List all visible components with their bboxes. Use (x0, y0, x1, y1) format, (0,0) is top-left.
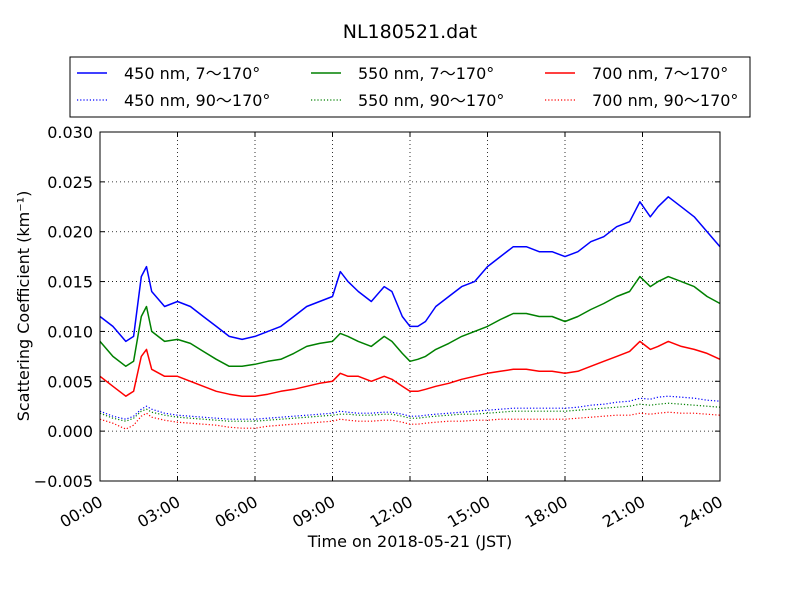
series-line-2 (99, 395, 721, 420)
ticks: 00:00 03:00 06:00 09:00 12:00 15:00 18:00 21:00… (34, 123, 726, 532)
x-tick-label: 12:00 (367, 492, 416, 532)
x-tick-label: 18:00 (522, 492, 571, 532)
series-line-4 (99, 402, 721, 422)
legend-label-4: 550 nm, 90～170° (358, 91, 504, 110)
x-tick-label: 15:00 (444, 492, 493, 532)
legend-box (69, 56, 751, 118)
y-tick-label: 0.025 (47, 173, 93, 192)
y-tick-label: 0.010 (47, 322, 93, 341)
x-axis-label: Time on 2018-05-21 (JST) (307, 532, 512, 551)
y-tick-label: 0.005 (47, 372, 93, 391)
legend-label-3: 550 nm, 7～170° (358, 64, 494, 83)
legend-label-5: 700 nm, 7～170° (592, 64, 728, 83)
y-axis-label: Scattering Coefficient (km⁻¹) (14, 191, 33, 422)
x-tick-label: 21:00 (599, 492, 648, 532)
series-group (99, 196, 721, 430)
y-tick-label: 0.020 (47, 223, 93, 242)
series-line-1 (99, 196, 721, 343)
x-tick-label: 09:00 (289, 492, 338, 532)
legend-label-2: 450 nm, 90～170° (124, 91, 270, 110)
x-tick-label: 06:00 (212, 492, 261, 532)
legend-label-1: 450 nm, 7～170° (124, 64, 260, 83)
x-tick-label: 00:00 (57, 492, 106, 532)
y-tick-label: 0.000 (47, 422, 93, 441)
series-line-5 (99, 340, 721, 397)
series-line-6 (99, 411, 721, 430)
y-tick-label: 0.030 (47, 123, 93, 142)
grid (100, 132, 720, 481)
series-line-3 (99, 275, 721, 368)
y-tick-label: 0.015 (47, 273, 93, 292)
x-tick-label: 03:00 (134, 492, 183, 532)
legend-label-6: 700 nm, 90～170° (592, 91, 738, 110)
x-tick-label: 24:00 (677, 492, 726, 532)
legend: 450 nm, 7～170° 450 nm, 90～170° 550 nm, 7～1… (77, 64, 738, 110)
chart-title: NL180521.dat (343, 21, 478, 43)
y-tick-label: −0.005 (34, 472, 93, 491)
